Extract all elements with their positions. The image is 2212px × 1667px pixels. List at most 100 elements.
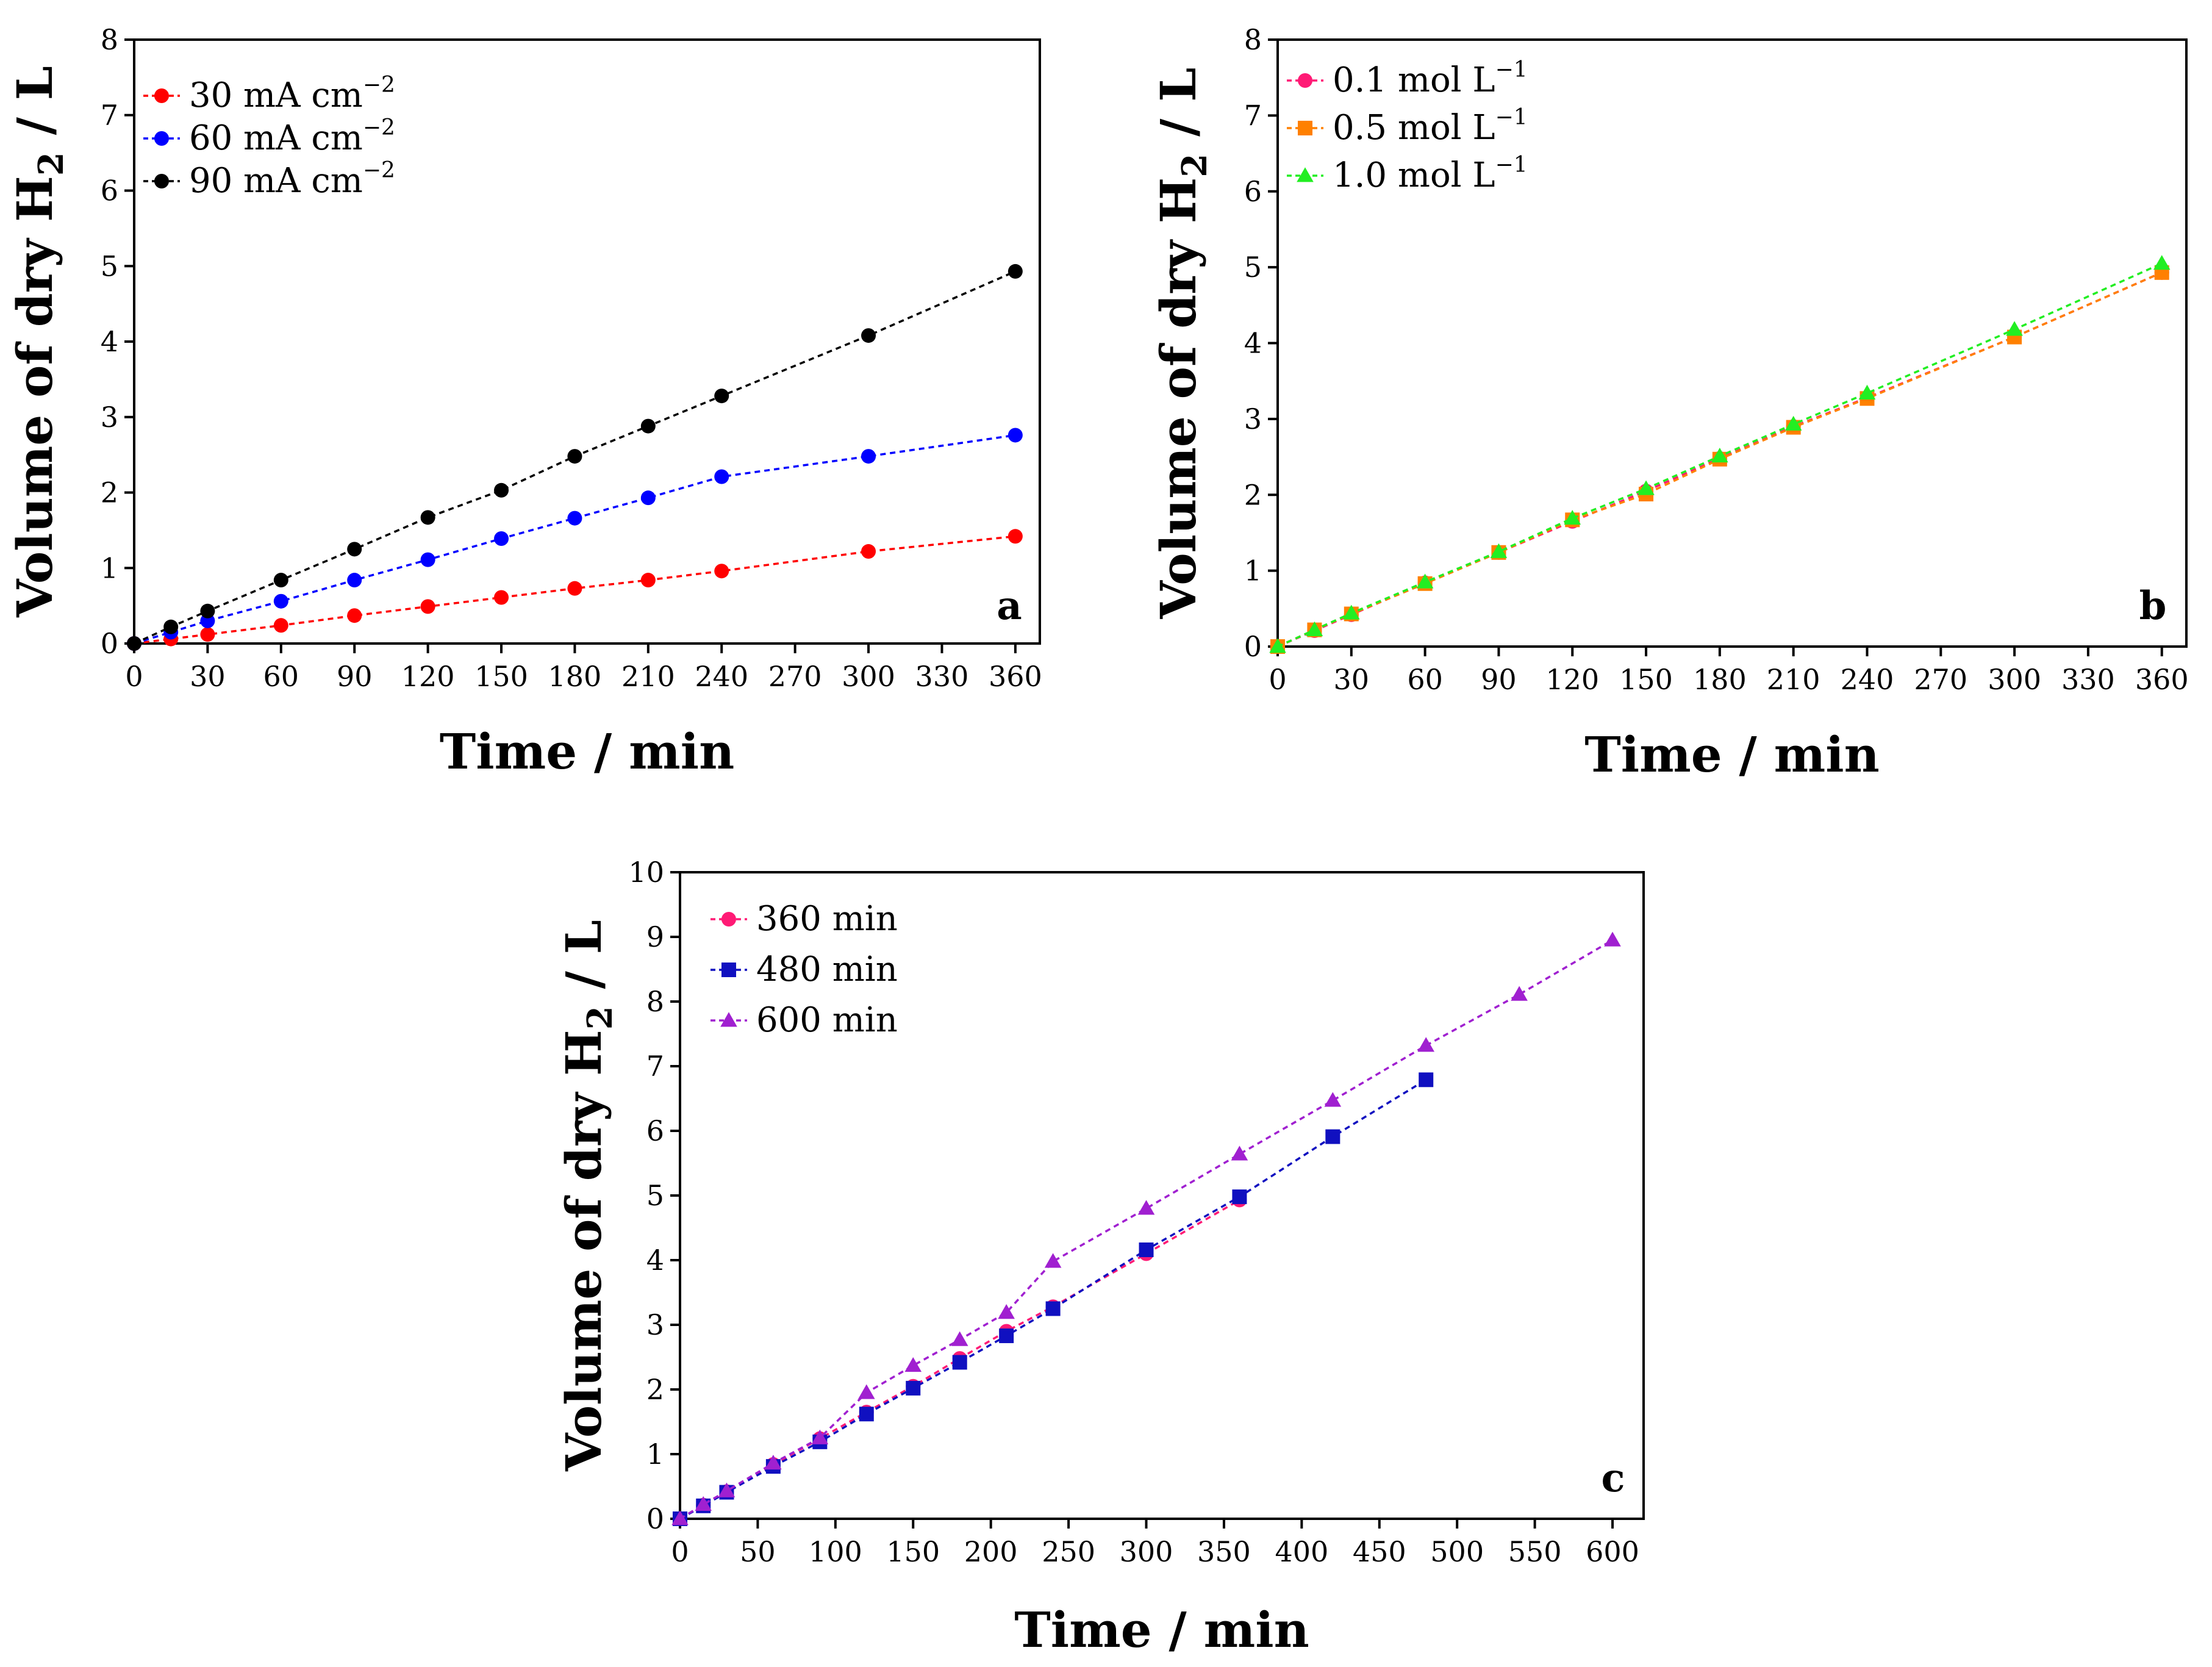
legend-marker: [721, 912, 736, 927]
data-point: [1858, 384, 1876, 400]
legend-marker: [154, 174, 169, 188]
y-tick-label: 8: [101, 23, 118, 56]
y-tick-label: 1: [646, 1438, 664, 1471]
y-tick-label: 2: [1244, 478, 1262, 511]
x-tick-label: 180: [1693, 663, 1747, 696]
x-tick-label: 330: [2061, 663, 2115, 696]
data-point: [714, 469, 729, 484]
data-point: [695, 1496, 712, 1511]
x-tick-label: 120: [1545, 663, 1599, 696]
data-point: [1232, 1189, 1247, 1205]
data-point: [2006, 321, 2023, 336]
chart-panel-c: 0 50 100 150 200 250 300 350 400 450 500 550 600 0 1 2 3…: [555, 856, 1645, 1658]
data-point: [273, 593, 288, 609]
data-point: [859, 1407, 874, 1422]
series-3: [671, 931, 1621, 1525]
data-point: [906, 1380, 921, 1396]
x-tick-label: 50: [740, 1535, 776, 1568]
y-tick-label: 7: [646, 1050, 664, 1083]
series-1: [127, 529, 1023, 651]
y-tick-label: 1: [1244, 554, 1262, 587]
panel-label: c: [1602, 1455, 1625, 1501]
legend-label: 0.5 mol L−1: [1333, 105, 1528, 148]
x-tick-label: 500: [1430, 1535, 1484, 1568]
x-tick-label: 360: [2135, 663, 2189, 696]
y-tick-label: 10: [628, 856, 664, 889]
x-tick-label: 400: [1275, 1535, 1328, 1568]
y-tick-label: 6: [646, 1114, 664, 1147]
chart-panel-b: 0 30 60 90 120 150 180 210 240 270 300 330 360 0 1 2 3 4 5…: [1150, 23, 2189, 783]
legend-entry: 1.0 mol L−1: [1287, 152, 1528, 195]
x-tick-label: 270: [1914, 663, 1967, 696]
x-tick-label: 360: [989, 660, 1042, 693]
data-point: [1008, 428, 1023, 443]
x-tick-label: 90: [1481, 663, 1517, 696]
data-point: [347, 573, 362, 588]
y-tick-label: 8: [1244, 23, 1262, 56]
data-point: [494, 590, 509, 605]
data-point: [1139, 1242, 1154, 1258]
y-tick-label: 0: [101, 627, 118, 660]
y-tick-label: 7: [101, 99, 118, 132]
x-tick-label: 330: [915, 660, 969, 693]
x-axis-title: Time / min: [440, 723, 735, 780]
x-tick-label: 150: [474, 660, 528, 693]
data-point: [127, 636, 141, 651]
x-tick-label: 120: [401, 660, 455, 693]
y-tick-label: 3: [1244, 403, 1262, 436]
data-point: [714, 564, 729, 579]
x-tick-label: 90: [337, 660, 373, 693]
series-line: [1277, 271, 2163, 648]
data-point: [640, 490, 656, 506]
legend-entry: 480 min: [710, 950, 898, 989]
x-tick-label: 0: [125, 660, 143, 693]
data-point: [1231, 1145, 1248, 1161]
x-axis-title: Time / min: [1584, 726, 1880, 783]
y-tick-label: 0: [646, 1502, 664, 1535]
y-axis-title: Volume of dry H2 / L: [6, 66, 71, 618]
data-point: [861, 328, 876, 343]
legend-entry: 90 mA cm−2: [143, 158, 395, 201]
data-point: [671, 1510, 689, 1525]
data-point: [2153, 255, 2171, 270]
legend-label: 480 min: [756, 950, 898, 989]
legend-marker: [154, 88, 169, 103]
x-tick-label: 30: [190, 660, 226, 693]
data-point: [347, 608, 362, 623]
y-tick-label: 1: [101, 551, 118, 584]
data-point: [347, 542, 362, 557]
data-point: [640, 573, 656, 588]
data-point: [1638, 480, 1655, 495]
x-axis-title: Time / min: [1014, 1601, 1309, 1658]
series-line: [679, 939, 1613, 1520]
data-point: [640, 418, 656, 434]
y-tick-label: 2: [646, 1373, 664, 1406]
data-point: [952, 1355, 967, 1370]
data-point: [861, 449, 876, 464]
legend-entry: 0.5 mol L−1: [1287, 105, 1528, 148]
x-tick-label: 600: [1586, 1535, 1639, 1568]
legend-marker: [721, 963, 736, 977]
data-point: [998, 1304, 1015, 1319]
data-point: [1306, 621, 1323, 636]
x-tick-label: 150: [886, 1535, 940, 1568]
y-tick-label: 9: [646, 920, 664, 953]
data-point: [714, 389, 729, 404]
legend-entry: 0.1 mol L−1: [1287, 57, 1528, 100]
y-tick-label: 8: [646, 985, 664, 1018]
panel-label: a: [997, 583, 1022, 629]
y-axis-title: Volume of dry H2 / L: [555, 920, 620, 1472]
legend-label: 30 mA cm−2: [189, 73, 395, 115]
data-point: [811, 1429, 829, 1444]
x-tick-label: 200: [964, 1535, 1018, 1568]
y-tick-label: 6: [101, 174, 118, 207]
x-tick-label: 240: [1841, 663, 1894, 696]
data-point: [1511, 986, 1528, 1001]
legend-entry: 600 min: [710, 1000, 898, 1040]
legend-label: 90 mA cm−2: [189, 158, 395, 201]
x-tick-label: 300: [842, 660, 895, 693]
legend-entry: 30 mA cm−2: [143, 73, 395, 115]
series-line: [1277, 262, 2163, 648]
panel-label: b: [2139, 583, 2167, 629]
